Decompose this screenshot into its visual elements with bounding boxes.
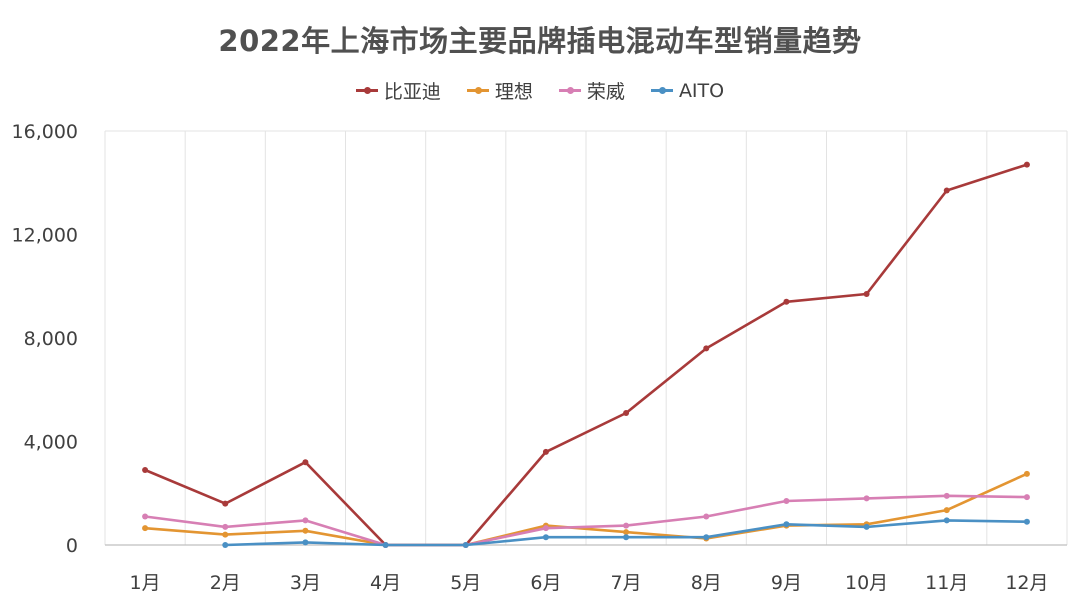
x-tick-label: 12月 <box>1005 572 1048 594</box>
legend-item-byd[interactable]: 比亚迪 <box>355 77 441 104</box>
x-tick-label: 10月 <box>845 572 888 594</box>
legend-dot-roewe <box>566 87 574 94</box>
data-point-series-3 <box>863 523 870 530</box>
legend-label-roewe: 荣威 <box>586 81 625 103</box>
legend: 比亚迪 理想 荣威 AITO <box>0 77 1080 104</box>
data-point-series-2 <box>703 513 710 520</box>
data-point-series-3 <box>623 534 630 541</box>
data-point-series-3 <box>462 542 469 548</box>
x-tick-label: 8月 <box>691 572 722 594</box>
data-point-series-3 <box>783 521 790 528</box>
data-point-series-0 <box>623 410 630 417</box>
data-point-series-2 <box>863 495 870 502</box>
data-point-series-0 <box>863 291 870 298</box>
legend-swatch-lixiang <box>466 87 489 94</box>
legend-swatch-roewe <box>558 87 581 94</box>
data-point-series-3 <box>382 542 389 548</box>
legend-item-roewe[interactable]: 荣威 <box>558 77 625 104</box>
y-tick-label: 8,000 <box>24 328 78 350</box>
data-point-series-0 <box>943 187 950 194</box>
x-tick-label: 2月 <box>210 572 241 594</box>
legend-label-aito: AITO <box>678 79 725 102</box>
data-point-series-2 <box>783 498 790 505</box>
x-tick-label: 6月 <box>530 572 561 594</box>
x-tick-label: 3月 <box>290 572 321 594</box>
data-point-series-2 <box>943 492 950 499</box>
data-point-series-0 <box>783 298 790 305</box>
data-point-series-1 <box>623 529 630 536</box>
x-tick-label: 9月 <box>771 572 802 594</box>
data-point-series-3 <box>1023 518 1030 525</box>
data-point-series-0 <box>142 466 149 473</box>
data-point-series-3 <box>703 534 710 541</box>
data-point-series-2 <box>1023 494 1030 501</box>
data-point-series-2 <box>542 525 549 532</box>
data-point-series-1 <box>302 527 309 534</box>
data-point-series-0 <box>302 459 309 466</box>
data-point-series-3 <box>943 517 950 524</box>
legend-swatch-byd <box>355 87 378 94</box>
data-point-series-2 <box>142 513 149 520</box>
data-point-series-0 <box>703 345 710 352</box>
data-point-series-3 <box>542 534 549 541</box>
data-point-series-0 <box>1023 161 1030 168</box>
series-line-1 <box>144 472 1028 547</box>
x-tick-label: 11月 <box>925 572 968 594</box>
legend-item-aito[interactable]: AITO <box>650 77 725 104</box>
data-point-series-3 <box>302 539 309 546</box>
legend-label-lixiang: 理想 <box>494 81 533 103</box>
series-line-0 <box>144 163 1028 547</box>
legend-swatch-aito <box>650 87 673 94</box>
chart-title: 2022年上海市场主要品牌插电混动车型销量趋势 <box>218 24 862 58</box>
x-tick-label: 5月 <box>450 572 481 594</box>
x-tick-label: 1月 <box>130 572 161 594</box>
data-point-series-0 <box>222 500 229 507</box>
y-tick-label: 16,000 <box>12 121 78 143</box>
data-point-series-1 <box>943 507 950 514</box>
data-point-series-2 <box>302 517 309 524</box>
data-point-series-2 <box>222 523 229 530</box>
legend-dot-lixiang <box>474 87 482 94</box>
data-point-series-2 <box>623 522 630 529</box>
data-point-series-3 <box>222 542 229 548</box>
series-line-2 <box>144 494 1027 547</box>
data-point-series-1 <box>1023 470 1030 477</box>
data-point-series-1 <box>142 525 149 532</box>
data-point-series-1 <box>222 531 229 538</box>
x-tick-label: 7月 <box>611 572 642 594</box>
legend-dot-aito <box>658 87 666 94</box>
legend-label-byd: 比亚迪 <box>383 81 441 103</box>
y-tick-label: 12,000 <box>12 225 78 247</box>
y-tick-label: 0 <box>66 535 78 557</box>
y-tick-label: 4,000 <box>24 432 78 454</box>
x-tick-label: 4月 <box>370 572 401 594</box>
data-point-series-0 <box>542 448 549 455</box>
legend-dot-byd <box>363 87 371 94</box>
legend-item-lixiang[interactable]: 理想 <box>466 77 533 104</box>
